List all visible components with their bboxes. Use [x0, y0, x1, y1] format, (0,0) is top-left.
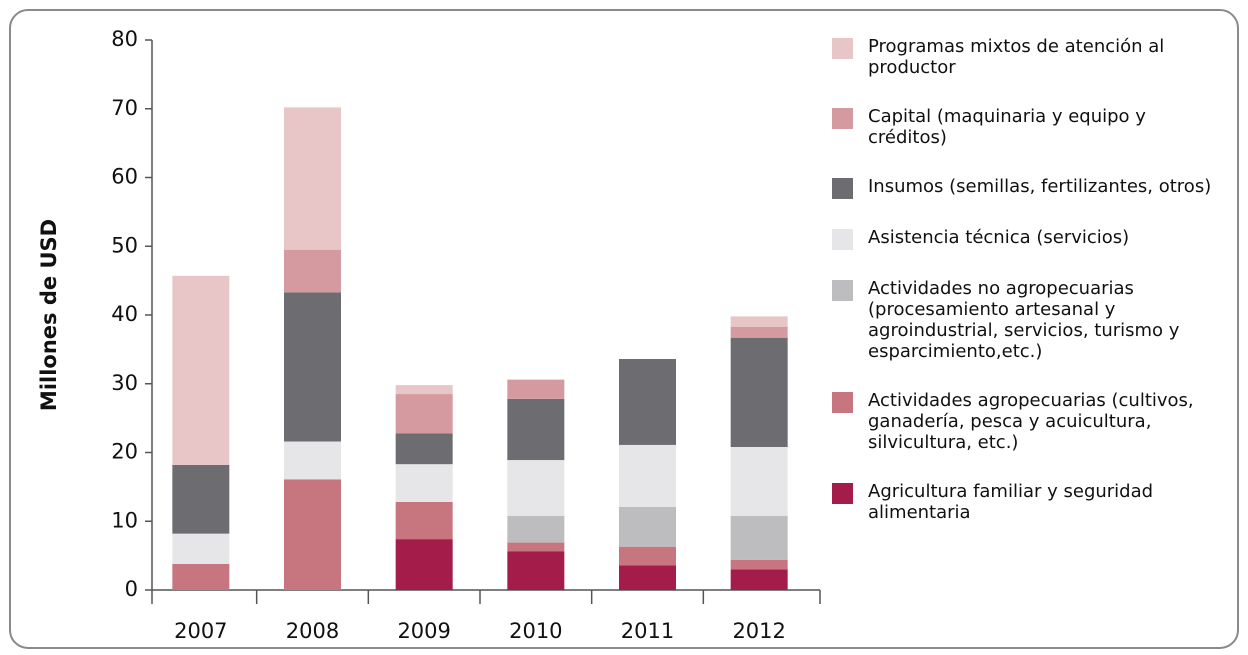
- legend-entry: Actividades agropecuarias (cultivos, gan…: [832, 390, 1232, 453]
- y-tick-label: 10: [111, 508, 138, 532]
- legend-swatch: [832, 229, 853, 250]
- y-tick-label: 60: [111, 165, 138, 189]
- y-tick-label: 50: [111, 233, 138, 257]
- y-tick-label: 70: [111, 96, 138, 120]
- legend-swatch: [832, 38, 853, 59]
- bar-segment: [284, 292, 341, 442]
- bar-segment: [507, 542, 565, 552]
- x-tick-label: 2008: [286, 619, 339, 643]
- legend-label: Agricultura familiar y seguridad aliment…: [868, 481, 1154, 523]
- bar-segment: [395, 464, 453, 502]
- legend-swatch: [832, 108, 853, 129]
- bar-segment: [395, 539, 453, 590]
- legend-label: Programas mixtos de atención al producto…: [868, 36, 1165, 78]
- legend-label: Actividades agropecuarias (cultivos, gan…: [868, 390, 1194, 453]
- bar-segment: [619, 565, 676, 590]
- bar-segment: [395, 433, 453, 465]
- legend-label: Capital (maquinaria y equipo y créditos): [868, 106, 1146, 148]
- bar-segment: [172, 563, 230, 590]
- bar-segment: [172, 464, 230, 534]
- legend-label: Insumos (semillas, fertilizantes, otros): [868, 176, 1212, 197]
- legend-entry: Actividades no agropecuarias (procesamie…: [832, 278, 1232, 362]
- bar-segment: [730, 515, 788, 560]
- bar-segment: [284, 479, 341, 590]
- bar-segment: [507, 515, 565, 543]
- y-tick-label: 30: [111, 371, 138, 395]
- bar-segment: [172, 533, 230, 564]
- bar-segment: [507, 379, 565, 399]
- legend: Programas mixtos de atención al producto…: [832, 36, 1232, 551]
- bar-segment: [730, 316, 788, 327]
- x-tick-label: 2007: [174, 619, 227, 643]
- x-tick-label: 2009: [397, 619, 450, 643]
- legend-entry: Asistencia técnica (servicios): [832, 227, 1232, 250]
- legend-entry: Insumos (semillas, fertilizantes, otros): [832, 176, 1232, 199]
- frame: [9, 9, 1239, 649]
- legend-label: Actividades no agropecuarias (procesamie…: [868, 278, 1180, 362]
- bar-segment: [395, 394, 453, 434]
- bar-segment: [395, 502, 453, 540]
- legend-entry: Programas mixtos de atención al producto…: [832, 36, 1232, 78]
- legend-swatch: [832, 392, 853, 413]
- bar-segment: [619, 546, 676, 566]
- bar-segment: [395, 385, 453, 395]
- y-tick-label: 40: [111, 302, 138, 326]
- bar-segment: [507, 460, 565, 516]
- legend-swatch: [832, 483, 853, 504]
- bar-segment: [284, 441, 341, 480]
- legend-entry: Capital (maquinaria y equipo y créditos): [832, 106, 1232, 148]
- x-tick-label: 2012: [732, 619, 785, 643]
- bar-segment: [730, 326, 788, 338]
- bar-segment: [507, 551, 565, 590]
- legend-label: Asistencia técnica (servicios): [868, 227, 1130, 248]
- y-tick-label: 80: [111, 27, 138, 51]
- bar-segment: [284, 107, 341, 250]
- y-axis-label: Millones de USD: [37, 219, 61, 411]
- legend-swatch: [832, 178, 853, 199]
- bar-segment: [730, 447, 788, 516]
- y-tick-label: 0: [125, 577, 138, 601]
- bar-segment: [284, 249, 341, 293]
- bar-segment: [172, 275, 230, 465]
- x-tick-label: 2011: [621, 619, 674, 643]
- bar-segment: [507, 398, 565, 461]
- legend-entry: Agricultura familiar y seguridad aliment…: [832, 481, 1232, 523]
- bar-segment: [730, 569, 788, 590]
- y-tick-label: 20: [111, 440, 138, 464]
- bar-segment: [619, 359, 676, 445]
- bar-segment: [619, 506, 676, 547]
- bar-segment: [619, 444, 676, 507]
- bar-segment: [730, 337, 788, 447]
- x-tick-label: 2010: [509, 619, 562, 643]
- bar-segment: [730, 559, 788, 570]
- legend-swatch: [832, 280, 853, 301]
